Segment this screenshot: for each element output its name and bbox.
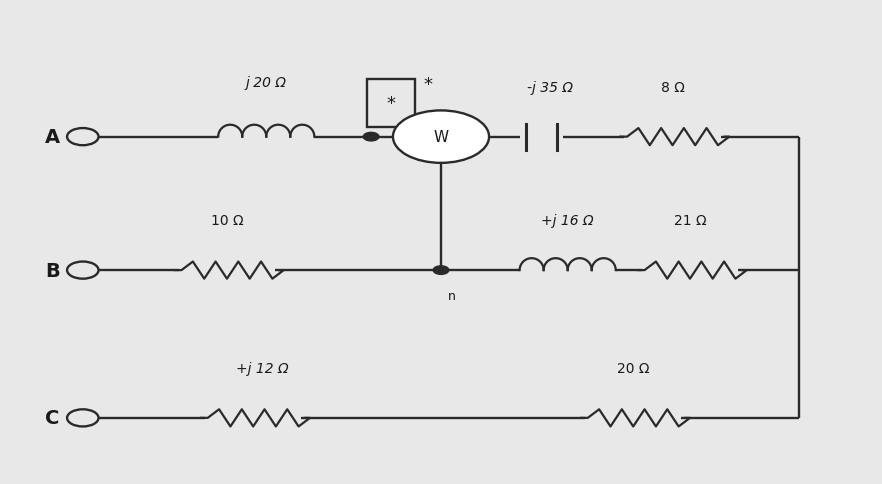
Text: +j 16 Ω: +j 16 Ω: [542, 214, 594, 228]
Text: 10 Ω: 10 Ω: [211, 214, 243, 228]
Text: *: *: [386, 95, 395, 113]
Text: -j 35 Ω: -j 35 Ω: [527, 80, 573, 94]
Text: A: A: [45, 128, 60, 147]
Circle shape: [393, 111, 489, 164]
Text: 21 Ω: 21 Ω: [674, 214, 706, 228]
Bar: [367, 80, 415, 128]
Text: *: *: [423, 76, 432, 94]
Text: C: C: [45, 408, 59, 427]
Text: 8 Ω: 8 Ω: [661, 80, 684, 94]
Text: W: W: [433, 130, 449, 145]
Circle shape: [363, 133, 379, 142]
Text: n: n: [447, 289, 455, 302]
Text: B: B: [45, 261, 60, 280]
Text: j 20 Ω: j 20 Ω: [246, 76, 287, 90]
Text: 20 Ω: 20 Ω: [617, 361, 649, 375]
Circle shape: [433, 266, 449, 275]
Text: +j 12 Ω: +j 12 Ω: [235, 361, 288, 375]
